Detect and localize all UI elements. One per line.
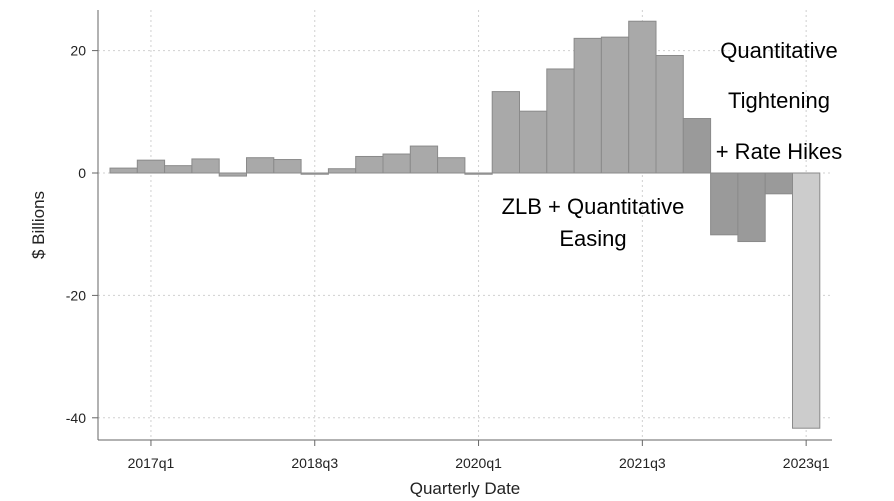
bar-2023q1: [792, 172, 821, 429]
y-tick-label: -20: [66, 287, 86, 303]
bar-2021q4: [655, 54, 684, 174]
annotation-qt-line1: Quantitative: [720, 38, 837, 63]
bar-2017q4: [218, 172, 247, 177]
bar-2018q2: [273, 159, 302, 174]
bars: [109, 20, 821, 429]
axes: [97, 10, 832, 441]
bar-2021q1: [573, 37, 602, 174]
bar-2021q2: [600, 36, 630, 174]
bar-2022q1: [682, 118, 712, 174]
x-tick-label: 2018q3: [291, 455, 338, 471]
y-tick-label: 0: [78, 165, 86, 181]
bar-2018q1: [246, 157, 275, 174]
bar-2019q3: [409, 145, 439, 174]
annotation-qt-line2: Tightening: [728, 88, 830, 113]
bar-2019q1: [355, 155, 384, 174]
bar-2018q4: [327, 168, 357, 174]
bar-2017q2: [164, 165, 193, 174]
annotation-zlb-line2: Easing: [559, 226, 626, 251]
bar-2019q4: [437, 157, 466, 174]
bar-2017q1: [136, 159, 166, 174]
annotation-zlb-line1: ZLB + Quantitative: [502, 194, 685, 219]
y-tick-label: -40: [66, 410, 86, 426]
bar-2020q4: [546, 68, 575, 174]
bar-2022q2: [710, 172, 739, 236]
y-tick-label: 20: [70, 43, 86, 59]
y-axis-label: $ Billions: [29, 191, 48, 259]
bar-2020q2: [491, 91, 521, 174]
x-tick-label: 2021q3: [619, 455, 666, 471]
x-tick-label: 2020q1: [455, 455, 502, 471]
y-ticks: -40 -20 0 20: [66, 43, 98, 426]
x-ticks: 2017q1 2018q3 2020q1 2021q3 2023q1: [128, 440, 830, 471]
x-tick-label: 2017q1: [128, 455, 175, 471]
bar-2022q4: [764, 172, 794, 195]
bar-2019q2: [382, 153, 411, 174]
bar-2016q4: [109, 167, 138, 174]
x-axis-label: Quarterly Date: [410, 479, 521, 498]
bar-2021q3: [628, 20, 657, 174]
bar-2018q3: [300, 172, 329, 175]
bar-2020q3: [519, 110, 548, 174]
grid-lines: [98, 10, 832, 440]
x-tick-label: 2023q1: [783, 455, 830, 471]
bar-2017q3: [191, 158, 220, 174]
annotation-qt-line3: + Rate Hikes: [716, 139, 843, 164]
bar-2020q1: [464, 172, 493, 175]
bar-2022q3: [737, 172, 766, 243]
